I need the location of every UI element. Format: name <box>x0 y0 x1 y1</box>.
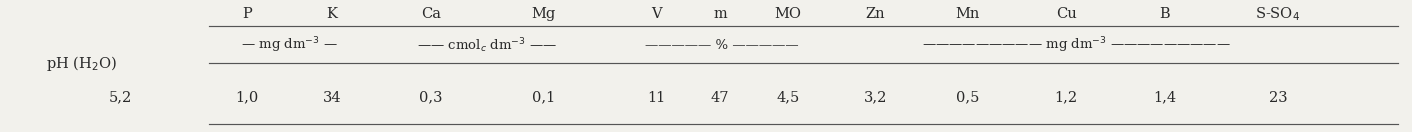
Text: ————————— mg dm$^{-3}$ —————————: ————————— mg dm$^{-3}$ ————————— <box>922 36 1231 55</box>
Text: Mg: Mg <box>531 7 556 21</box>
Text: Ca: Ca <box>421 7 441 21</box>
Text: m: m <box>713 7 727 21</box>
Text: 5,2: 5,2 <box>109 91 131 105</box>
Text: V: V <box>651 7 662 21</box>
Text: Zn: Zn <box>866 7 885 21</box>
Text: P: P <box>243 7 251 21</box>
Text: 1,4: 1,4 <box>1154 91 1176 105</box>
Text: B: B <box>1159 7 1171 21</box>
Text: 11: 11 <box>648 91 665 105</box>
Text: MO: MO <box>774 7 802 21</box>
Text: 4,5: 4,5 <box>777 91 799 105</box>
Text: — mg dm$^{-3}$ —: — mg dm$^{-3}$ — <box>241 36 337 55</box>
Text: 1,0: 1,0 <box>236 91 258 105</box>
Text: —— cmol$_c$ dm$^{-3}$ ——: —— cmol$_c$ dm$^{-3}$ —— <box>417 36 558 55</box>
Text: 0,5: 0,5 <box>956 91 979 105</box>
Text: 34: 34 <box>322 91 342 105</box>
Text: 3,2: 3,2 <box>864 91 887 105</box>
Text: 47: 47 <box>710 91 730 105</box>
Text: 23: 23 <box>1268 91 1288 105</box>
Text: 1,2: 1,2 <box>1055 91 1077 105</box>
Text: pH (H$_2$O): pH (H$_2$O) <box>47 54 117 73</box>
Text: 0,3: 0,3 <box>419 91 442 105</box>
Text: Mn: Mn <box>955 7 980 21</box>
Text: ————— % —————: ————— % ————— <box>645 39 799 52</box>
Text: K: K <box>326 7 337 21</box>
Text: Cu: Cu <box>1056 7 1076 21</box>
Text: 0,1: 0,1 <box>532 91 555 105</box>
Text: S-SO$_4$: S-SO$_4$ <box>1255 5 1300 23</box>
